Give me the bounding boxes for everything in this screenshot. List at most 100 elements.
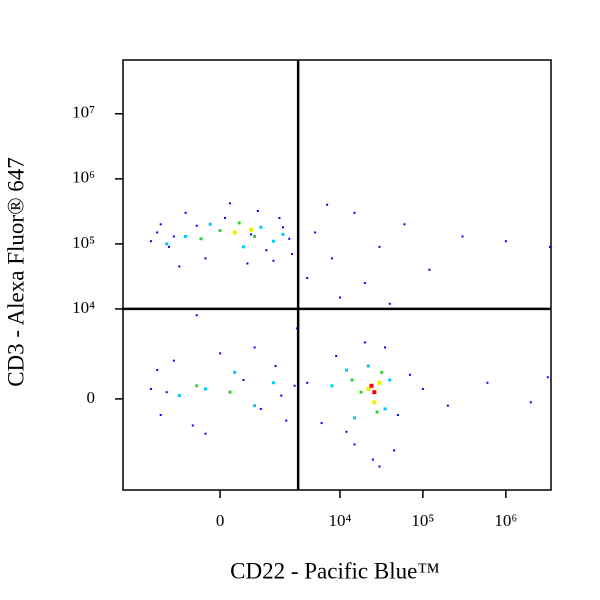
point <box>377 380 382 385</box>
y-tick-label: 10⁴ <box>72 298 95 317</box>
point <box>363 341 366 344</box>
point <box>372 400 377 405</box>
point <box>165 242 169 246</box>
point <box>272 259 275 262</box>
point <box>249 227 254 232</box>
point <box>156 231 159 234</box>
point <box>167 245 170 248</box>
point <box>232 230 237 235</box>
point <box>388 302 391 305</box>
point <box>366 364 370 368</box>
point <box>149 387 152 390</box>
point <box>250 233 253 236</box>
point <box>237 221 241 225</box>
point <box>195 224 198 227</box>
point <box>314 231 317 234</box>
point <box>461 235 464 238</box>
point <box>371 458 374 461</box>
point <box>256 210 259 213</box>
point <box>293 384 296 387</box>
point <box>203 387 207 391</box>
y-tick-label: 10⁶ <box>72 168 95 187</box>
point <box>224 217 227 220</box>
point <box>291 252 294 255</box>
point <box>253 346 256 349</box>
point <box>280 394 283 397</box>
x-axis-label: CD22 - Pacific Blue™ <box>230 558 440 583</box>
point <box>228 202 231 205</box>
point <box>165 391 168 394</box>
x-tick-label: 10⁴ <box>328 511 351 530</box>
point <box>191 424 194 427</box>
point <box>353 416 357 420</box>
point <box>330 257 333 260</box>
point <box>265 249 268 252</box>
point <box>274 365 277 368</box>
point <box>338 296 341 299</box>
point <box>446 404 449 407</box>
point <box>409 373 412 376</box>
point <box>378 465 381 468</box>
point <box>345 430 348 433</box>
point <box>384 346 387 349</box>
point <box>281 232 285 236</box>
point <box>369 383 374 388</box>
point <box>184 211 187 214</box>
point <box>306 276 309 279</box>
x-tick-label: 10⁶ <box>494 511 517 530</box>
point <box>378 245 381 248</box>
point <box>149 240 152 243</box>
point <box>330 384 334 388</box>
point <box>546 376 549 379</box>
point <box>156 369 159 372</box>
point <box>246 262 249 265</box>
point <box>548 245 551 248</box>
point <box>326 203 329 206</box>
point <box>228 390 232 394</box>
point <box>204 432 207 435</box>
point <box>486 381 489 384</box>
plot-frame <box>122 59 552 491</box>
point <box>282 226 285 229</box>
point <box>372 390 377 395</box>
point <box>177 394 181 398</box>
point <box>219 352 222 355</box>
point <box>253 234 257 238</box>
point <box>218 229 222 233</box>
point <box>195 314 198 317</box>
points <box>149 202 551 468</box>
point <box>199 237 203 241</box>
point <box>350 378 354 382</box>
point <box>388 378 392 382</box>
point <box>393 449 396 452</box>
point <box>375 410 379 414</box>
point <box>271 239 275 243</box>
point <box>184 234 188 238</box>
point <box>195 384 199 388</box>
point <box>396 414 399 417</box>
point <box>335 355 338 358</box>
point <box>383 407 387 411</box>
point <box>241 245 245 249</box>
y-tick-label: 0 <box>87 388 96 407</box>
point <box>278 217 281 220</box>
point <box>253 404 257 408</box>
point <box>285 419 288 422</box>
point <box>159 414 162 417</box>
point <box>529 401 532 404</box>
point <box>178 265 181 268</box>
x-tick-label: 10⁵ <box>411 511 434 530</box>
point <box>403 223 406 226</box>
point <box>366 386 371 391</box>
point <box>159 223 162 226</box>
y-tick-label: 10⁷ <box>72 103 95 122</box>
point <box>271 381 275 385</box>
point <box>288 237 291 240</box>
point <box>359 390 363 394</box>
point <box>428 268 431 271</box>
y-axis-label: CD3 - Alexa Fluor® 647 <box>3 157 28 387</box>
point <box>306 381 309 384</box>
point <box>233 370 237 374</box>
